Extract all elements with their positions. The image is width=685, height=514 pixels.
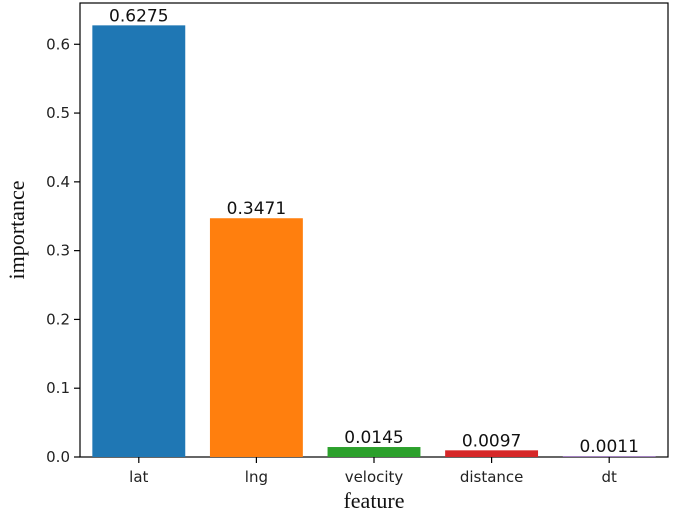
bar-distance [445,450,539,457]
bar-lat [92,25,186,458]
y-tick-label: 0.1 [46,379,70,397]
data-label-velocity: 0.0145 [344,428,403,448]
bar-velocity [327,447,421,457]
x-axis-title: feature [343,488,404,513]
data-label-dt: 0.0011 [579,437,638,457]
y-axis: 0.0 0.1 0.2 0.3 0.4 0.5 0.6 [46,35,80,466]
x-tick-label-dt: dt [601,468,617,486]
y-tick-label: 0.0 [46,448,70,466]
data-labels: 0.6275 0.3471 0.0145 0.0097 0.0011 [109,6,639,457]
y-tick-label: 0.4 [46,173,70,191]
data-label-lat: 0.6275 [109,6,168,26]
y-tick-label: 0.5 [46,104,70,122]
y-tick-label: 0.2 [46,310,70,328]
bars [92,25,656,458]
y-tick-label: 0.6 [46,35,70,53]
x-axis: lat lng velocity distance dt [129,457,617,486]
x-tick-label-velocity: velocity [345,468,404,486]
x-tick-label-distance: distance [460,468,524,486]
y-tick-label: 0.3 [46,242,70,260]
bar-lng [209,218,303,457]
x-tick-label-lng: lng [245,468,268,486]
bar-dt [562,456,656,457]
data-label-lng: 0.3471 [227,199,286,219]
data-label-distance: 0.0097 [462,431,521,451]
y-axis-title: importance [4,181,29,280]
x-tick-label-lat: lat [129,468,148,486]
